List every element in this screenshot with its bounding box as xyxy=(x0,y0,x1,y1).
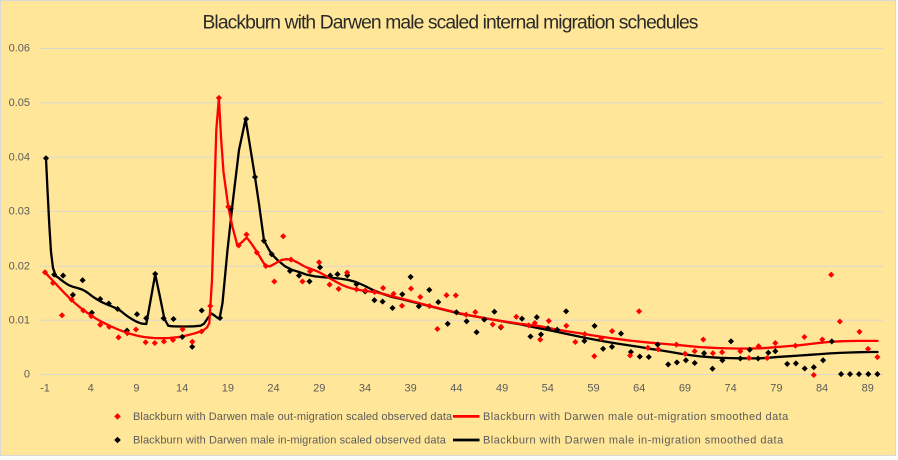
svg-text:24: 24 xyxy=(267,383,279,395)
svg-text:Blackburn with Darwen male out: Blackburn with Darwen male out-migration… xyxy=(483,411,789,423)
svg-text:Blackburn with Darwen male sca: Blackburn with Darwen male scaled intern… xyxy=(202,13,697,34)
svg-text:69: 69 xyxy=(679,383,691,395)
svg-text:44: 44 xyxy=(450,383,462,395)
svg-text:79: 79 xyxy=(770,383,782,395)
svg-text:84: 84 xyxy=(816,383,828,395)
svg-text:0.02: 0.02 xyxy=(9,261,30,273)
svg-text:Blackburn with Darwen male in-: Blackburn with Darwen male in-migration … xyxy=(133,435,447,447)
svg-text:49: 49 xyxy=(496,383,508,395)
svg-text:89: 89 xyxy=(862,383,874,395)
svg-text:Blackburn with Darwen male out: Blackburn with Darwen male out-migration… xyxy=(133,411,453,423)
svg-text:29: 29 xyxy=(313,383,325,395)
svg-text:Blackburn with Darwen male in-: Blackburn with Darwen male in-migration … xyxy=(483,435,784,447)
svg-text:0.01: 0.01 xyxy=(9,315,30,327)
svg-text:-1: -1 xyxy=(40,383,50,395)
svg-text:64: 64 xyxy=(633,383,645,395)
svg-text:0.05: 0.05 xyxy=(9,97,30,109)
svg-text:19: 19 xyxy=(222,383,234,395)
svg-text:59: 59 xyxy=(587,383,599,395)
svg-text:4: 4 xyxy=(88,383,94,395)
svg-text:54: 54 xyxy=(542,383,554,395)
svg-text:39: 39 xyxy=(405,383,417,395)
svg-text:0: 0 xyxy=(24,369,30,381)
svg-text:0.06: 0.06 xyxy=(9,43,30,55)
svg-text:14: 14 xyxy=(176,383,188,395)
svg-text:74: 74 xyxy=(725,383,737,395)
svg-text:0.03: 0.03 xyxy=(9,206,30,218)
svg-text:34: 34 xyxy=(359,383,371,395)
svg-text:0.04: 0.04 xyxy=(9,151,30,163)
svg-text:9: 9 xyxy=(133,383,139,395)
